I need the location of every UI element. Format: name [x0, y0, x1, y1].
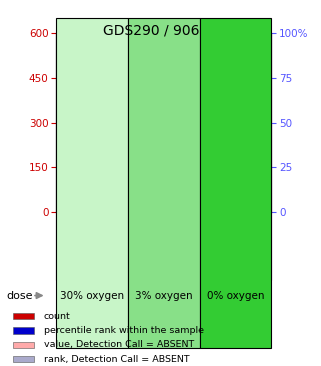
Text: 3% oxygen: 3% oxygen	[135, 291, 193, 300]
Text: percentile rank within the sample: percentile rank within the sample	[44, 326, 204, 335]
Bar	[13, 356, 34, 362]
Text: GSM2416: GSM2416	[213, 224, 222, 268]
Text: GSM1671: GSM1671	[105, 224, 115, 268]
Text: GSM1672: GSM1672	[141, 224, 150, 268]
Bar	[13, 327, 34, 333]
Text: GSM1673: GSM1673	[177, 224, 186, 268]
Bar	[13, 342, 34, 348]
Bar	[200, 18, 271, 348]
Bar	[209, 75, 226, 212]
Bar	[92, 212, 128, 280]
Bar	[56, 212, 92, 280]
Bar	[164, 212, 200, 280]
Text: GSM1670: GSM1670	[70, 224, 79, 268]
Text: value, Detection Call = ABSENT: value, Detection Call = ABSENT	[44, 340, 194, 349]
Bar	[101, 164, 119, 212]
Text: GSM2417: GSM2417	[249, 224, 258, 268]
Bar	[137, 93, 155, 212]
Bar	[128, 18, 200, 348]
Bar	[200, 212, 235, 280]
Bar	[173, 96, 191, 212]
Text: dose: dose	[6, 291, 33, 300]
Bar	[56, 18, 128, 348]
Bar	[244, 66, 262, 212]
Bar	[128, 212, 164, 280]
Text: 30% oxygen: 30% oxygen	[60, 291, 124, 300]
Text: rank, Detection Call = ABSENT: rank, Detection Call = ABSENT	[44, 355, 189, 364]
Text: count: count	[44, 311, 70, 321]
Bar	[13, 313, 34, 319]
Bar	[235, 212, 271, 280]
Bar	[65, 179, 83, 212]
Text: 0% oxygen: 0% oxygen	[207, 291, 264, 300]
Text: GDS290 / 906: GDS290 / 906	[103, 24, 199, 38]
